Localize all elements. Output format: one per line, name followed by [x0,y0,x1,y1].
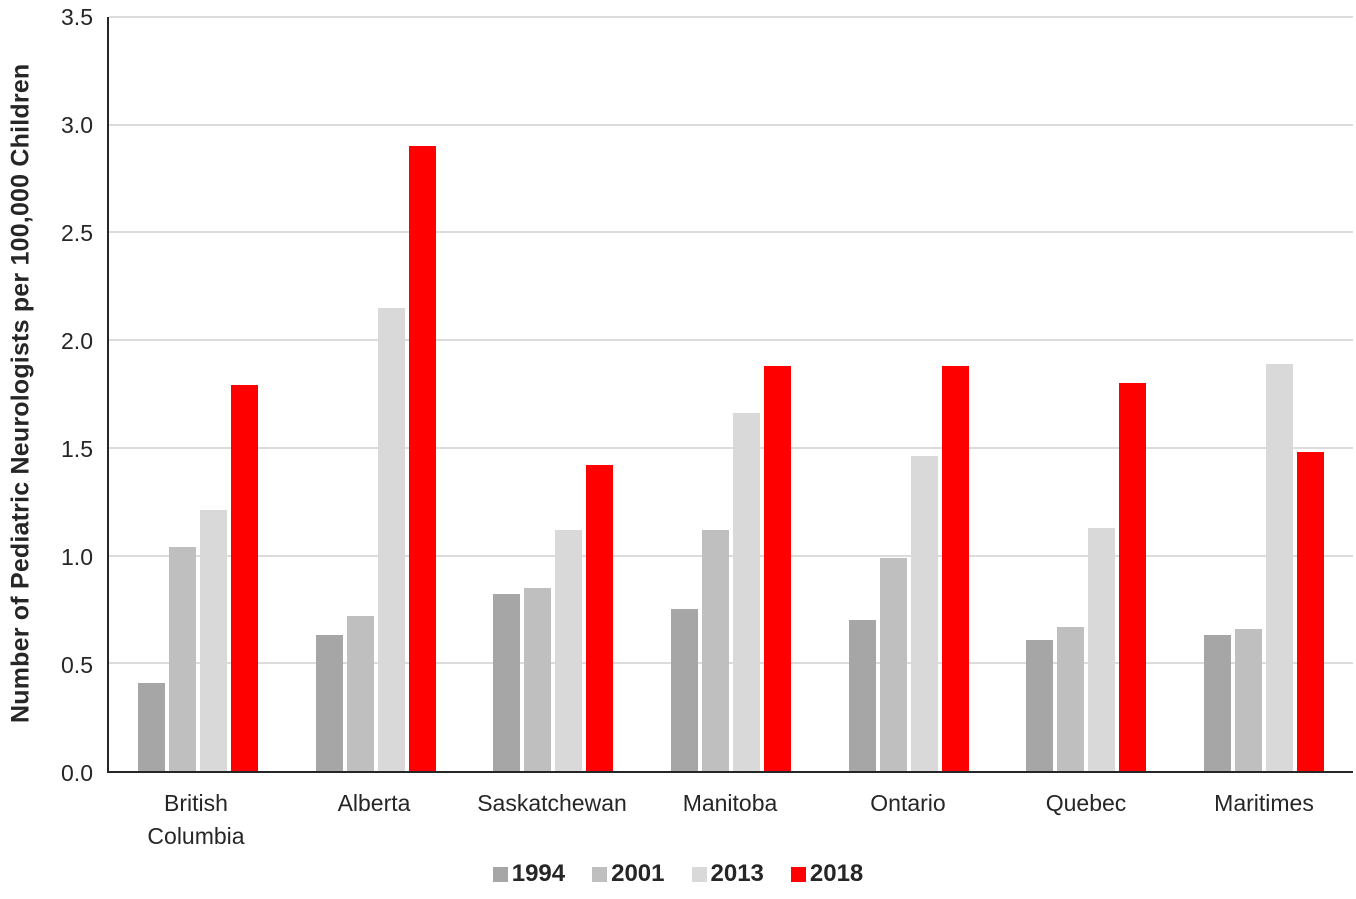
legend-label-2018: 2018 [809,860,864,887]
y-tick-label-0.0: 0.0 [61,760,93,786]
bar-1994-maritimes [1204,635,1232,771]
bar-2018-saskatchewan [586,465,614,771]
plot-area [107,16,1353,773]
legend-swatch-icon-2013 [691,866,707,882]
bar-2018-manitoba [764,366,792,771]
gridline-2.0 [109,339,1353,342]
legend-item-1994: 1994 [492,860,566,888]
gridline-3.0 [109,123,1353,126]
x-label-slot-saskatchewan: Saskatchewan [463,787,641,853]
x-label-alberta: Alberta [337,790,411,816]
bar-2018-ontario [941,366,969,771]
y-tick-label-1.5: 1.5 [61,436,93,462]
y-tick-label-1.0: 1.0 [61,544,93,571]
bar-2018-quebec [1119,383,1147,771]
bar-group-maritimes [1175,17,1353,771]
y-axis-tick-labels: 0.0 0.5 1.0 1.5 2.0 2.5 3.0 3.5 [0,4,93,786]
gridline-2.5 [109,231,1353,234]
legend-item-2018: 2018 [790,860,864,888]
bar-2013-british-columbia [199,510,227,771]
bar-2013-maritimes [1266,363,1294,771]
bar-2001-british-columbia [168,546,196,771]
legend-swatch-icon-2018 [790,866,806,882]
bar-2013-manitoba [733,413,761,771]
bar-2018-alberta [408,146,436,771]
x-label-manitoba: Manitoba [682,790,778,816]
bar-1994-ontario [848,620,876,771]
bar-2018-british-columbia [230,385,258,771]
bar-2013-ontario [910,456,938,771]
gridline-1.5 [109,446,1353,449]
bar-group-alberta [287,17,465,771]
bar-1994-british-columbia [137,682,165,771]
bar-2013-saskatchewan [555,529,583,771]
y-tick-label-0.5: 0.5 [61,652,93,679]
legend-item-2013: 2013 [691,860,764,888]
legend-label-2013: 2013 [710,860,764,887]
bar-2013-alberta [377,307,405,771]
x-label-slot-quebec: Quebec [997,787,1175,853]
x-label-british-columbia: British Columbia [147,790,245,849]
bar-2001-saskatchewan [524,587,552,771]
bar-group-ontario [820,17,998,771]
bar-groups [109,17,1353,771]
bar-2001-ontario [879,557,907,771]
gridline-3.5 [109,16,1353,18]
legend: 1994 2001 2013 2018 [0,860,1356,888]
legend-item-2001: 2001 [592,860,665,888]
legend-swatch-icon-1994 [492,866,508,882]
bar-2018-maritimes [1297,452,1325,771]
x-label-saskatchewan: Saskatchewan [477,790,627,816]
x-label-slot-ontario: Ontario [819,787,997,853]
bar-2001-quebec [1057,626,1085,771]
bar-2013-quebec [1088,527,1116,771]
gridline-1.0 [109,554,1353,557]
y-tick-label-2.5: 2.5 [61,220,93,246]
x-axis-category-labels: British Columbia Alberta Saskatchewan Manit… [107,787,1353,853]
y-tick-label-3.0: 3.0 [61,112,93,138]
gridline-0.5 [109,662,1353,665]
y-tick-label-3.5: 3.5 [61,4,93,30]
y-tick-label-2.0: 2.0 [61,328,93,355]
bar-group-saskatchewan [464,17,642,771]
x-label-maritimes: Maritimes [1214,790,1314,816]
legend-label-2001: 2001 [611,860,665,887]
bar-group-manitoba [642,17,820,771]
legend-swatch-icon-2001 [592,866,608,882]
x-label-slot-maritimes: Maritimes [1175,787,1353,853]
bar-1994-manitoba [671,609,699,771]
x-label-slot-alberta: Alberta [285,787,463,853]
x-label-slot-british-columbia: British Columbia [107,787,285,853]
bar-1994-quebec [1026,639,1054,771]
bar-group-quebec [998,17,1176,771]
x-label-quebec: Quebec [1045,790,1127,816]
bar-1994-alberta [315,635,343,771]
bar-2001-maritimes [1235,628,1263,771]
x-label-slot-manitoba: Manitoba [641,787,819,853]
bar-2001-alberta [346,615,374,771]
bar-1994-saskatchewan [493,594,521,771]
legend-label-1994: 1994 [511,860,566,887]
bar-group-british-columbia [109,17,287,771]
bar-2001-manitoba [702,529,730,771]
x-label-ontario: Ontario [870,790,946,816]
